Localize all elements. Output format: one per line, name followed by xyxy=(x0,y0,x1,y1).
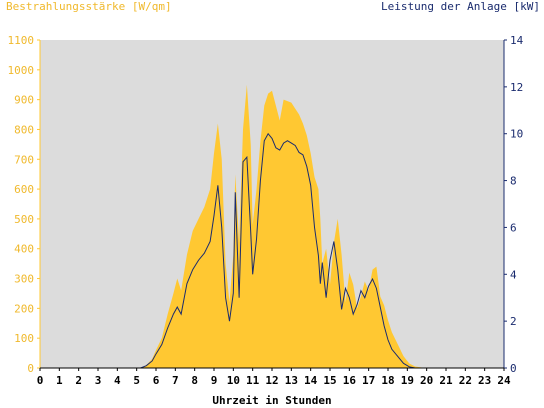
power-line xyxy=(40,132,504,369)
x-tick-label: 17 xyxy=(362,374,375,387)
left-tick-label: 900 xyxy=(14,94,34,107)
x-tick-label: 14 xyxy=(304,374,318,387)
x-tick-label: 9 xyxy=(211,374,218,387)
left-tick-label: 0 xyxy=(27,362,34,375)
left-tick-label: 1100 xyxy=(8,34,35,47)
right-tick-label: 14 xyxy=(510,34,524,47)
series-layer xyxy=(40,84,504,369)
left-tick-label: 100 xyxy=(14,332,34,345)
right-tick-label: 10 xyxy=(510,128,523,141)
x-tick-label: 22 xyxy=(459,374,472,387)
x-tick-label: 5 xyxy=(133,374,140,387)
left-tick-label: 1000 xyxy=(8,64,35,77)
x-tick-label: 23 xyxy=(478,374,491,387)
x-tick-label: 11 xyxy=(246,374,260,387)
left-tick-label: 500 xyxy=(14,213,34,226)
x-tick-label: 20 xyxy=(420,374,433,387)
ticks-layer: 0100200300400500600700800900100011000246… xyxy=(8,34,524,387)
left-tick-label: 600 xyxy=(14,183,34,196)
x-tick-label: 3 xyxy=(95,374,102,387)
left-tick-label: 400 xyxy=(14,243,34,256)
right-axis-title: Leistung der Anlage [kW] xyxy=(381,0,540,13)
right-tick-label: 4 xyxy=(510,268,517,281)
right-tick-label: 6 xyxy=(510,221,517,234)
x-tick-label: 6 xyxy=(153,374,160,387)
x-tick-label: 2 xyxy=(75,374,82,387)
x-tick-label: 0 xyxy=(37,374,44,387)
x-tick-label: 1 xyxy=(56,374,63,387)
left-tick-label: 200 xyxy=(14,302,34,315)
left-tick-label: 700 xyxy=(14,153,34,166)
x-axis-title: Uhrzeit in Stunden xyxy=(212,394,332,407)
x-tick-label: 7 xyxy=(172,374,179,387)
right-tick-label: 12 xyxy=(510,81,523,94)
x-tick-label: 24 xyxy=(497,374,511,387)
x-tick-label: 16 xyxy=(343,374,357,387)
x-tick-label: 12 xyxy=(265,374,278,387)
x-tick-label: 18 xyxy=(381,374,394,387)
x-tick-label: 15 xyxy=(323,374,336,387)
irradiance-area xyxy=(40,84,504,368)
x-tick-label: 13 xyxy=(285,374,298,387)
left-tick-label: 800 xyxy=(14,123,34,136)
right-tick-label: 8 xyxy=(510,175,517,188)
left-axis-title: Bestrahlungsstärke [W/qm] xyxy=(6,0,172,13)
x-tick-label: 8 xyxy=(191,374,198,387)
right-tick-label: 0 xyxy=(510,362,517,375)
x-tick-label: 19 xyxy=(401,374,414,387)
x-tick-label: 4 xyxy=(114,374,121,387)
right-tick-label: 2 xyxy=(510,315,517,328)
x-tick-label: 21 xyxy=(439,374,453,387)
x-tick-label: 10 xyxy=(227,374,240,387)
left-tick-label: 300 xyxy=(14,273,34,286)
